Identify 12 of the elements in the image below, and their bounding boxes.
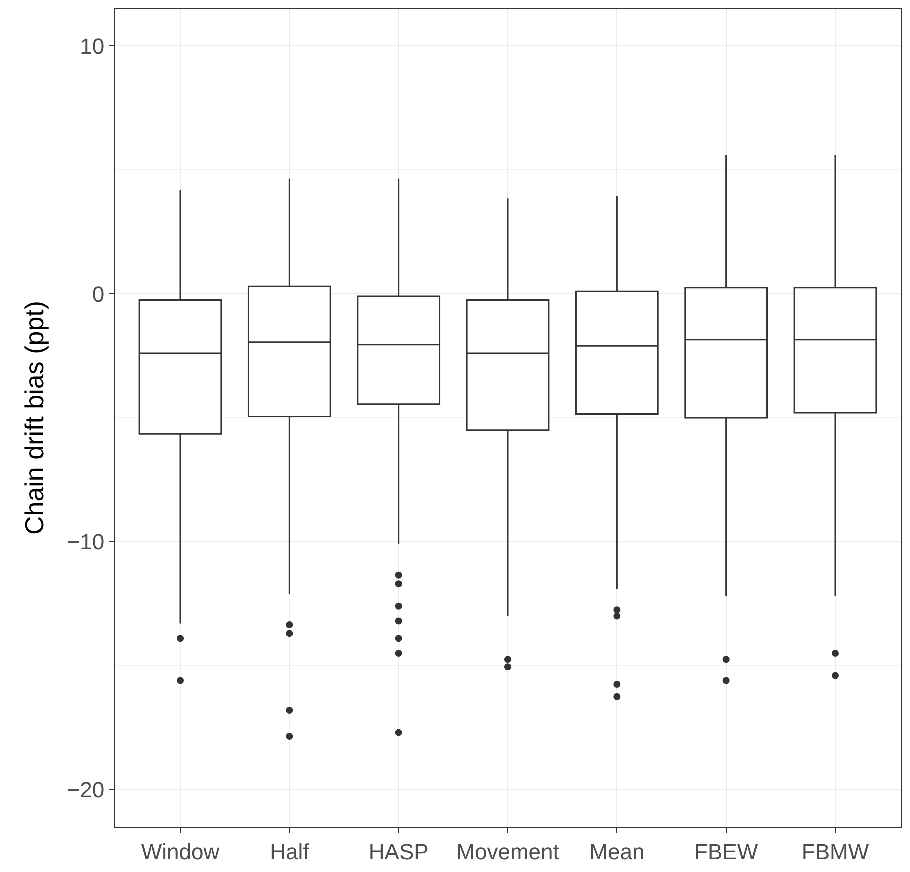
y-tick-label: −10	[67, 530, 105, 555]
x-tick-label: Movement	[456, 839, 560, 864]
y-axis-title: Chain drift bias (ppt)	[20, 300, 50, 536]
x-tick-label: FBEW	[694, 839, 758, 864]
x-tick-label: FBMW	[802, 839, 870, 864]
x-tick-label: HASP	[368, 839, 429, 864]
y-tick-label: −20	[67, 778, 105, 803]
x-tick-label: Half	[270, 839, 310, 864]
y-tick-label: 0	[92, 282, 105, 307]
y-tick-label: 10	[80, 34, 105, 59]
x-tick-label: Window	[141, 839, 220, 864]
x-tick-label: Mean	[590, 839, 645, 864]
